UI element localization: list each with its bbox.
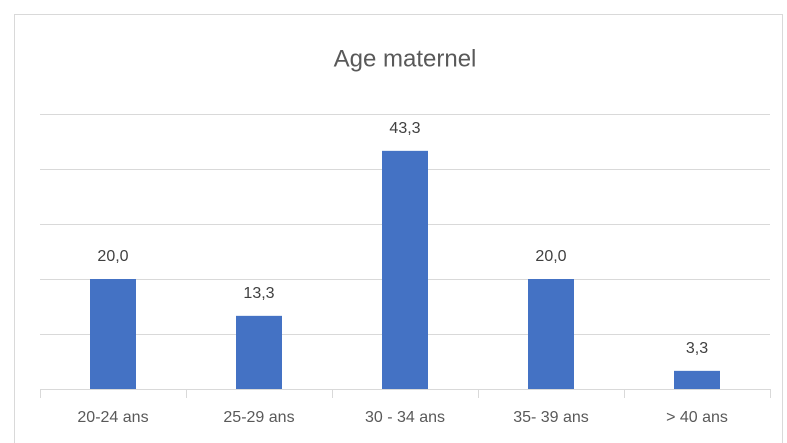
data-label: 20,0 [535,248,566,265]
bar [236,315,282,389]
x-tick-label: 20-24 ans [77,409,148,426]
bar [382,150,428,389]
bar [528,279,574,389]
data-label: 20,0 [97,248,128,265]
data-label: 3,3 [686,340,708,357]
data-label: 43,3 [389,120,420,137]
x-tick-label: > 40 ans [666,409,728,426]
bar [674,370,720,389]
x-tick-label: 30 - 34 ans [365,409,445,426]
x-tick-label: 25-29 ans [223,409,294,426]
chart-title: Age maternel [334,45,477,72]
data-label: 13,3 [243,285,274,302]
x-tick-label: 35- 39 ans [513,409,589,426]
bar [90,279,136,389]
